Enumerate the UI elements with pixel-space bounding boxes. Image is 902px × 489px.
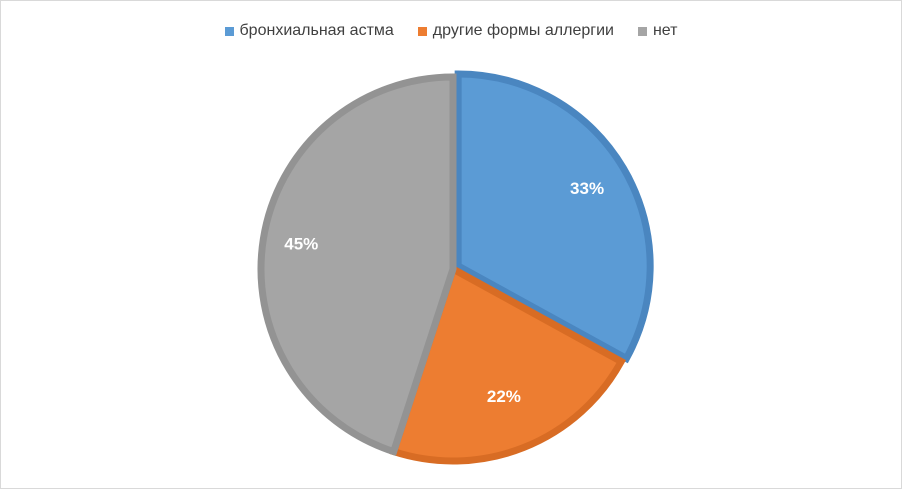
pie-slice-asthma	[454, 70, 654, 364]
legend-item-other-allergy: другие формы аллергии	[417, 22, 614, 40]
legend-label-none: нет	[652, 22, 678, 39]
legend-label-other-allergy: другие формы аллергии	[432, 22, 614, 39]
data-label-other-allergy: 22%	[487, 387, 521, 406]
legend: бронхиальная астма другие формы аллергии…	[1, 22, 901, 40]
data-label-none: 45%	[284, 234, 318, 253]
legend-swatch-none	[637, 26, 647, 36]
data-label-asthma: 33%	[570, 179, 604, 198]
legend-item-asthma: бронхиальная астма	[224, 22, 394, 40]
legend-swatch-other-allergy	[417, 26, 427, 36]
legend-label-asthma: бронхиальная астма	[239, 22, 394, 39]
pie-slice-other-allergy	[389, 263, 627, 465]
legend-swatch-asthma	[224, 26, 234, 36]
legend-item-none: нет	[637, 22, 678, 40]
pie-slice-none	[257, 73, 457, 457]
